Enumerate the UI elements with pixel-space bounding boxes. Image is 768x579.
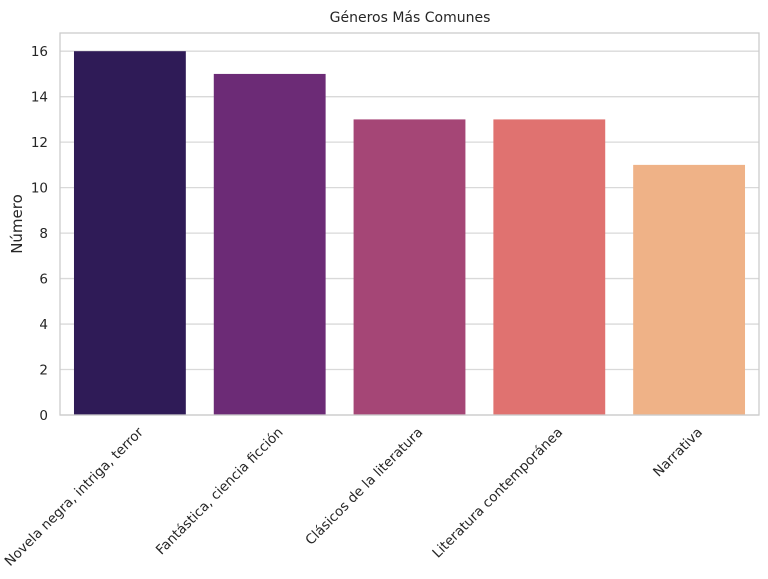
bar bbox=[493, 119, 606, 416]
y-tick-label: 12 bbox=[31, 135, 48, 151]
bar bbox=[73, 51, 186, 415]
x-tick-label: Narrativa bbox=[650, 425, 706, 481]
bar bbox=[213, 73, 326, 415]
y-tick-label: 6 bbox=[39, 272, 48, 288]
x-tick-label: Novela negra, intriga, terror bbox=[2, 424, 147, 569]
y-tick-label: 4 bbox=[39, 317, 48, 333]
x-tick-label: Fantástica, ciencia ficción bbox=[153, 425, 287, 559]
y-tick-label: 8 bbox=[39, 226, 48, 242]
chart-title: Géneros Más Comunes bbox=[330, 10, 491, 26]
y-tick-label: 0 bbox=[39, 408, 48, 424]
x-tick-label: Clásicos de la literatura bbox=[302, 425, 426, 549]
plot-frame bbox=[59, 32, 760, 416]
y-tick-labels: 0 2 4 6 8 10 12 14 16 bbox=[31, 44, 48, 424]
bar bbox=[633, 164, 746, 415]
y-tick-label: 2 bbox=[39, 363, 48, 379]
y-tick-label: 10 bbox=[31, 181, 48, 197]
y-tick-label: 16 bbox=[31, 44, 48, 60]
y-tick-label: 14 bbox=[31, 90, 48, 106]
bars bbox=[73, 51, 746, 416]
bar bbox=[353, 119, 466, 416]
y-axis-label: Número bbox=[8, 194, 26, 254]
x-tick-labels: Novela negra, intriga, terror Fantástica,… bbox=[2, 424, 706, 569]
x-tick-label: Literatura contemporánea bbox=[429, 425, 566, 562]
